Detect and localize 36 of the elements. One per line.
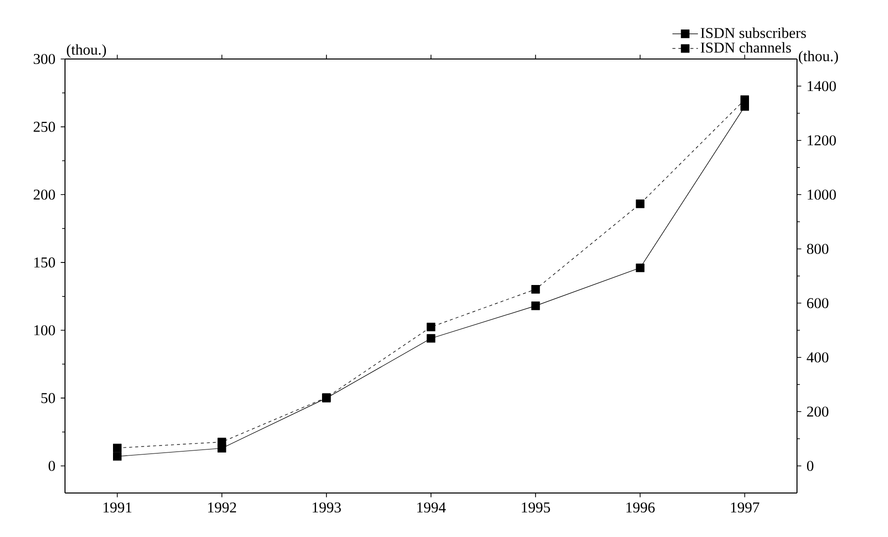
y-tick-label: 50	[41, 393, 55, 404]
x-tick-label: 1996	[626, 502, 655, 513]
y2-tick-label: 1000	[808, 190, 836, 200]
point	[636, 200, 644, 208]
x-tick-label: 1997	[731, 502, 760, 513]
y-tick-label: 0	[48, 460, 55, 471]
point	[113, 452, 122, 461]
y-tick-label: 100	[34, 325, 55, 336]
y-tick-label: 150	[34, 257, 55, 268]
point	[636, 264, 644, 272]
point	[218, 438, 226, 446]
y-tick-label: 200	[34, 190, 55, 200]
legend-label: ISDN subscribers	[700, 28, 806, 38]
legend-label: ISDN channels	[700, 42, 791, 53]
y2-tick-label: 800	[807, 244, 828, 254]
x-tick-label: 1995	[522, 502, 550, 513]
point	[426, 334, 436, 343]
y2-tick-label: 600	[807, 298, 828, 308]
y2-axis-title: (thou.)	[798, 50, 838, 64]
y2-tick-label: 0	[807, 460, 814, 471]
y2-tick-label: 200	[807, 406, 828, 417]
y-tick-label: 250	[34, 122, 55, 132]
point	[113, 444, 122, 452]
x-tick-label: 1991	[104, 502, 132, 513]
x-tick-label: 1992	[208, 502, 236, 513]
x-tick-label: 1993	[312, 502, 341, 513]
point	[426, 322, 436, 332]
y2-tick-label: 400	[806, 352, 828, 362]
point	[531, 302, 540, 310]
y2-tick-label: 1200	[808, 135, 836, 146]
y-tick-label: 300	[34, 54, 55, 64]
x-tick-label: 1994	[417, 502, 446, 513]
y2-tick-label: 1400	[808, 81, 836, 92]
y-axis-title: (thou.)	[66, 44, 106, 58]
point	[740, 95, 749, 104]
point	[531, 285, 540, 294]
